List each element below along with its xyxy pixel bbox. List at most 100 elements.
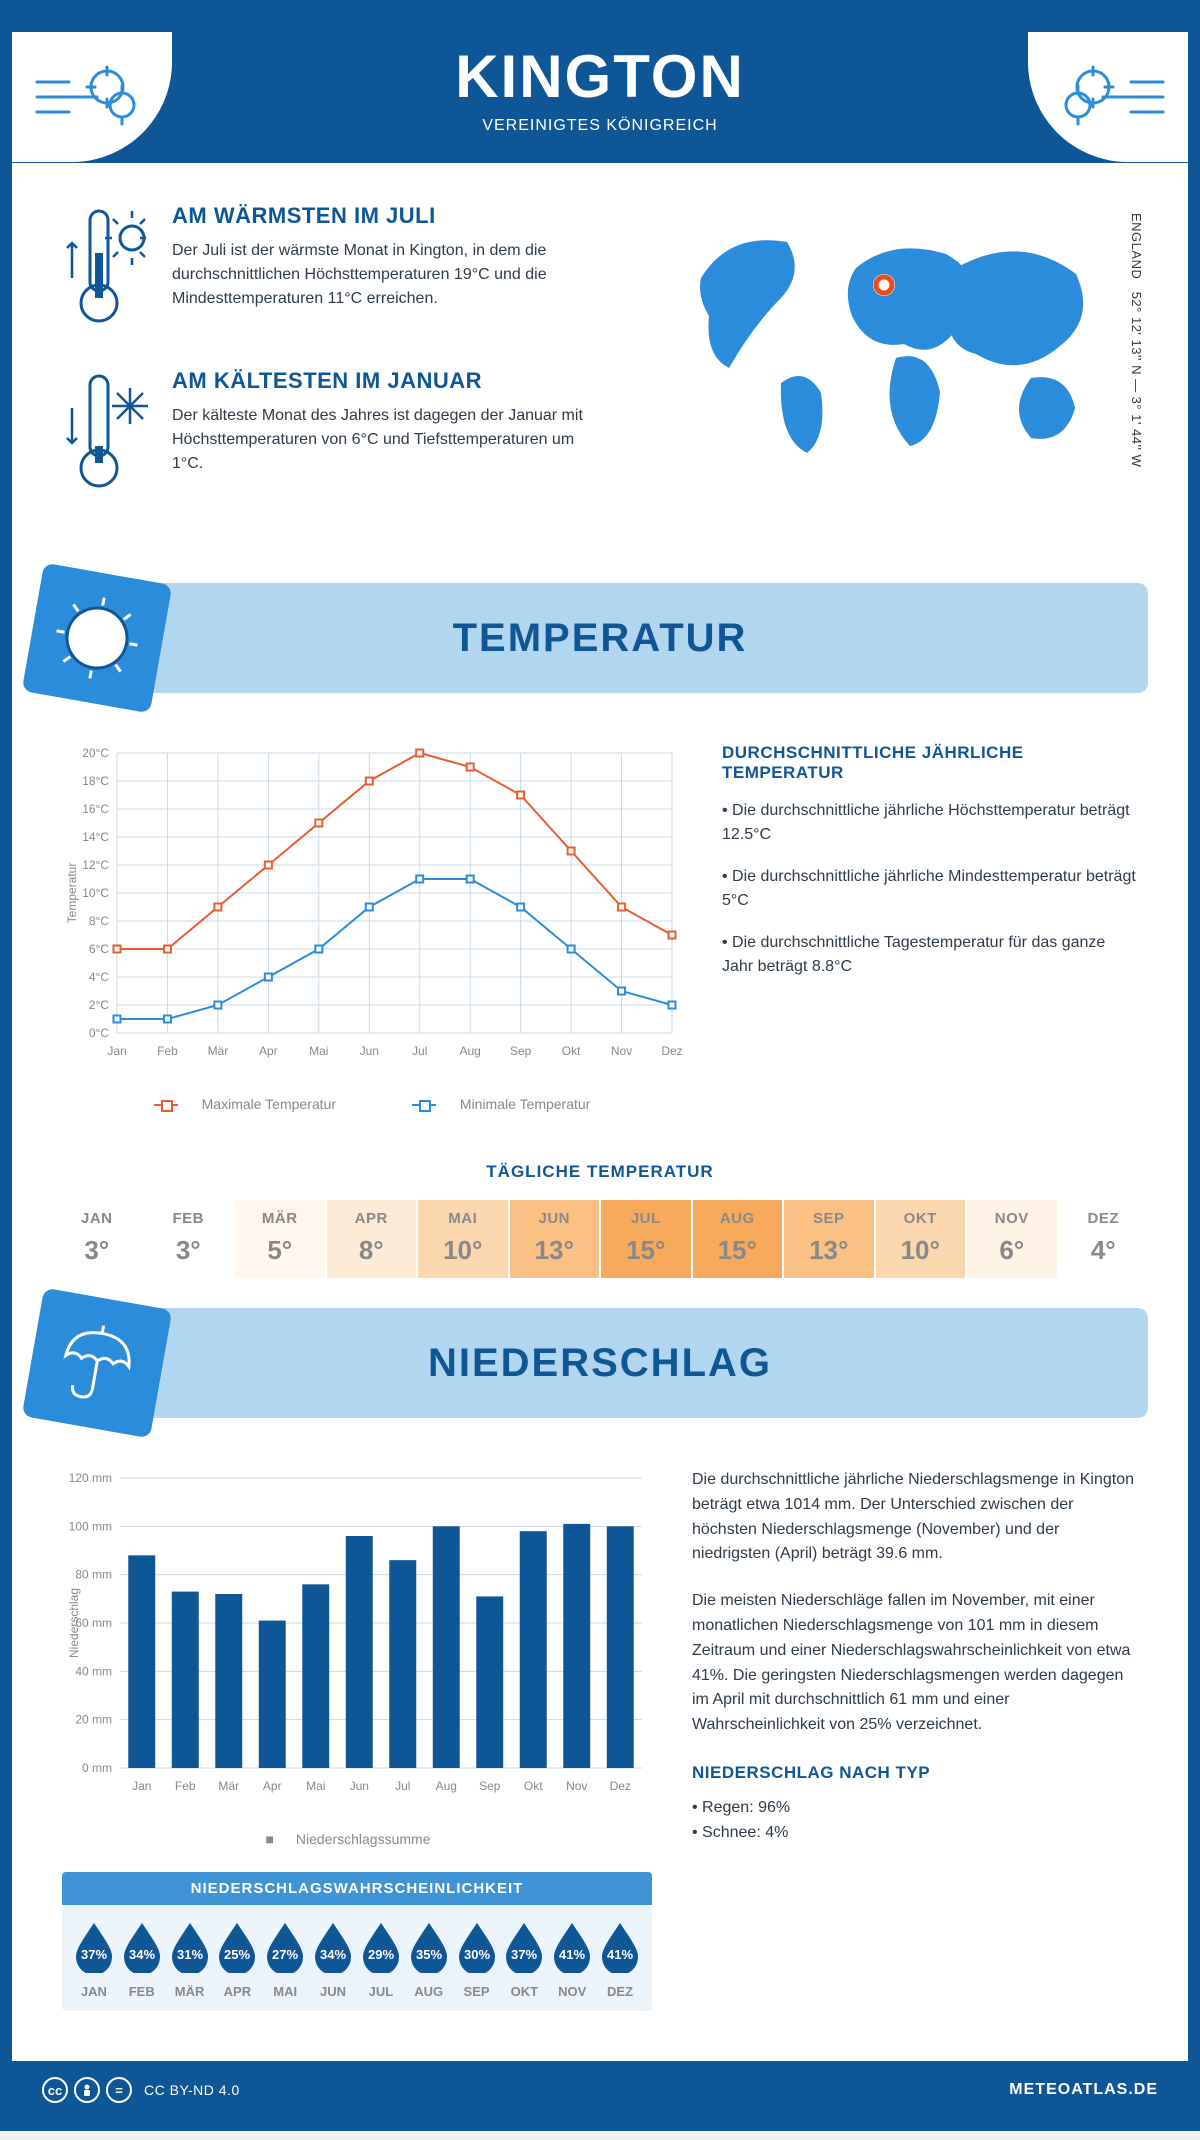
svg-text:Jan: Jan [132,1779,151,1793]
svg-text:25%: 25% [224,1947,250,1962]
cc-icon: cc [42,2077,68,2103]
temp-stat-1: • Die durchschnittliche jährliche Höchst… [722,799,1138,847]
coords-text: 52° 12' 13'' N — 3° 1' 44'' W [1129,292,1144,468]
svg-text:37%: 37% [81,1947,107,1962]
coldest-block: AM KÄLTESTEN IM JANUAR Der kälteste Mona… [62,368,605,503]
svg-text:40 mm: 40 mm [75,1664,112,1678]
intro-section: AM WÄRMSTEN IM JULI Der Juli ist der wär… [12,163,1188,563]
header: KINGTON VEREINIGTES KÖNIGREICH [12,12,1188,163]
temperature-chart: 0°C2°C4°C6°C8°C10°C12°C14°C16°C18°C20°CJ… [62,743,682,1112]
svg-text:Jun: Jun [360,1044,379,1058]
wind-icon [32,57,142,137]
precipitation-text: Die durchschnittliche jährliche Niedersc… [692,1468,1138,2011]
svg-text:Dez: Dez [661,1044,682,1058]
svg-text:34%: 34% [320,1947,346,1962]
wind-icon [1058,57,1168,137]
probability-drop: 41% DEZ [596,1919,644,1999]
daily-cell: APR8° [327,1200,417,1278]
precip-legend-label: Niederschlagssumme [296,1831,431,1847]
precip-legend: ■ Niederschlagssumme [62,1831,652,1847]
svg-text:0 mm: 0 mm [82,1761,112,1775]
precip-paragraph-2: Die meisten Niederschläge fallen im Nove… [692,1589,1138,1738]
daily-cell: JUN13° [510,1200,600,1278]
svg-text:Apr: Apr [259,1044,278,1058]
svg-text:41%: 41% [607,1947,633,1962]
daily-cell: AUG15° [693,1200,783,1278]
svg-text:Sep: Sep [479,1779,501,1793]
temp-stat-2: • Die durchschnittliche jährliche Mindes… [722,865,1138,913]
svg-text:12°C: 12°C [82,858,109,872]
svg-text:30%: 30% [464,1947,490,1962]
daily-cell: MAI10° [418,1200,508,1278]
probability-title: NIEDERSCHLAGSWAHRSCHEINLICHKEIT [62,1872,652,1905]
sun-icon [22,563,173,714]
svg-text:Dez: Dez [610,1779,631,1793]
svg-text:Jan: Jan [107,1044,126,1058]
svg-text:31%: 31% [177,1947,203,1962]
svg-text:37%: 37% [511,1947,537,1962]
svg-text:Feb: Feb [157,1044,178,1058]
daily-cell: JAN3° [52,1200,142,1278]
probability-drops: 37% JAN 34% FEB 31% MÄR 25% APR 27% MAI … [62,1905,652,1999]
svg-text:10°C: 10°C [82,886,109,900]
page-root: KINGTON VEREINIGTES KÖNIGREICH [0,0,1200,2131]
svg-text:18°C: 18°C [82,774,109,788]
daily-cell: FEB3° [144,1200,234,1278]
svg-text:Mai: Mai [306,1779,325,1793]
svg-text:Mär: Mär [218,1779,239,1793]
svg-text:20 mm: 20 mm [75,1713,112,1727]
svg-text:16°C: 16°C [82,802,109,816]
svg-text:41%: 41% [559,1947,585,1962]
probability-drop: 34% JUN [309,1919,357,1999]
svg-text:Nov: Nov [611,1044,632,1058]
temperature-title: TEMPERATUR [52,616,1148,661]
temperature-section-header: TEMPERATUR [52,583,1148,693]
country-subtitle: VEREINIGTES KÖNIGREICH [32,117,1168,135]
warmest-block: AM WÄRMSTEN IM JULI Der Juli ist der wär… [62,203,605,338]
svg-text:Jul: Jul [395,1779,410,1793]
temp-stat-3: • Die durchschnittliche Tagestemperatur … [722,931,1138,979]
world-map: ENGLAND 52° 12' 13'' N — 3° 1' 44'' W [645,203,1138,533]
svg-text:120 mm: 120 mm [69,1471,112,1485]
region-label: ENGLAND [1129,213,1144,279]
svg-text:4°C: 4°C [89,970,109,984]
cc-icons: cc = [42,2077,132,2103]
by-icon [74,2077,100,2103]
probability-drop: 27% MAI [261,1919,309,1999]
svg-text:6°C: 6°C [89,942,109,956]
coldest-text: Der kälteste Monat des Jahres ist dagege… [172,404,605,476]
svg-text:35%: 35% [416,1947,442,1962]
coldest-title: AM KÄLTESTEN IM JANUAR [172,368,605,394]
warmest-text: Der Juli ist der wärmste Monat in Kingto… [172,239,605,311]
precip-type-snow: • Schnee: 4% [692,1821,1138,1846]
daily-cell: MÄR5° [235,1200,325,1278]
svg-text:Mai: Mai [309,1044,328,1058]
precipitation-title: NIEDERSCHLAG [52,1341,1148,1386]
daily-temp-strip: JAN3°FEB3°MÄR5°APR8°MAI10°JUN13°JUL15°AU… [52,1200,1148,1278]
daily-cell: OKT10° [876,1200,966,1278]
probability-drop: 25% APR [213,1919,261,1999]
precip-type-rain: • Regen: 96% [692,1796,1138,1821]
probability-drop: 34% FEB [118,1919,166,1999]
header-decoration-right [1028,32,1188,162]
svg-text:8°C: 8°C [89,914,109,928]
header-decoration-left [12,32,172,162]
probability-drop: 29% JUL [357,1919,405,1999]
thermometer-warm-icon [62,203,152,338]
svg-text:2°C: 2°C [89,998,109,1012]
svg-text:Feb: Feb [175,1779,196,1793]
legend-min: Minimale Temperatur [460,1096,590,1112]
svg-text:Nov: Nov [566,1779,587,1793]
precip-paragraph-1: Die durchschnittliche jährliche Niedersc… [692,1468,1138,1567]
legend-max: Maximale Temperatur [202,1096,336,1112]
probability-box: NIEDERSCHLAGSWAHRSCHEINLICHKEIT 37% JAN … [62,1872,652,2011]
umbrella-icon [22,1288,173,1439]
svg-text:Mär: Mär [208,1044,229,1058]
svg-text:Temperatur: Temperatur [65,863,79,924]
coordinates: ENGLAND 52° 12' 13'' N — 3° 1' 44'' W [1129,213,1144,467]
precipitation-chart: 0 mm20 mm40 mm60 mm80 mm100 mm120 mmNied… [62,1468,652,1847]
svg-text:Jul: Jul [412,1044,427,1058]
svg-text:Okt: Okt [562,1044,581,1058]
probability-drop: 31% MÄR [166,1919,214,1999]
nd-icon: = [106,2077,132,2103]
